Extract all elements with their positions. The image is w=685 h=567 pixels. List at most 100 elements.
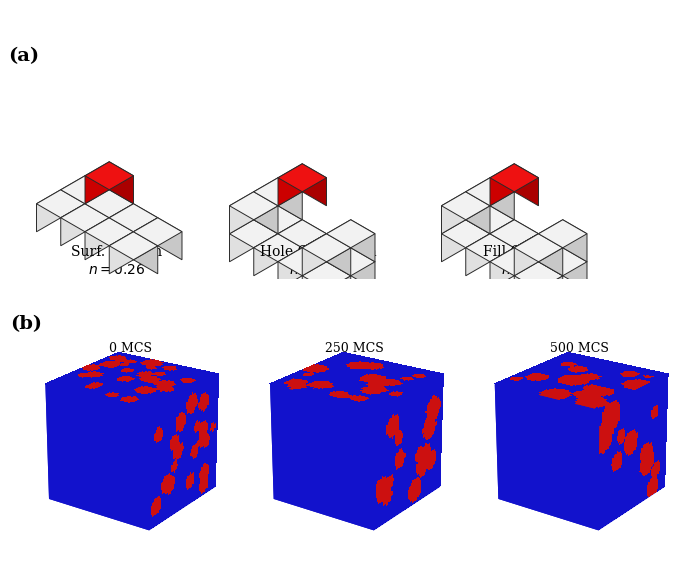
Polygon shape — [36, 190, 85, 218]
Polygon shape — [302, 234, 327, 276]
Polygon shape — [253, 178, 302, 206]
Polygon shape — [302, 164, 327, 206]
Polygon shape — [278, 206, 302, 248]
Polygon shape — [253, 206, 278, 248]
Polygon shape — [327, 248, 375, 276]
Title: 500 MCS: 500 MCS — [550, 342, 609, 355]
Polygon shape — [490, 248, 514, 290]
Polygon shape — [134, 218, 158, 260]
Polygon shape — [134, 204, 158, 246]
Polygon shape — [466, 178, 514, 206]
Polygon shape — [302, 220, 327, 262]
Polygon shape — [442, 192, 490, 220]
Polygon shape — [61, 204, 109, 232]
Polygon shape — [302, 248, 327, 290]
Polygon shape — [538, 262, 563, 304]
Polygon shape — [466, 206, 514, 234]
Polygon shape — [466, 234, 490, 276]
Title: 0 MCS: 0 MCS — [109, 342, 151, 355]
Polygon shape — [514, 234, 563, 262]
Polygon shape — [466, 234, 514, 262]
Text: $n = 0.26$: $n = 0.26$ — [290, 263, 347, 277]
Polygon shape — [490, 164, 514, 206]
Polygon shape — [490, 164, 538, 192]
Text: Fill Channels: Fill Channels — [484, 245, 577, 259]
Text: Surf. Growth: Surf. Growth — [71, 245, 162, 259]
Polygon shape — [490, 234, 514, 276]
Polygon shape — [302, 234, 351, 262]
Polygon shape — [514, 234, 538, 276]
Polygon shape — [109, 204, 158, 232]
Polygon shape — [109, 232, 158, 260]
Polygon shape — [302, 234, 327, 276]
Polygon shape — [327, 262, 351, 304]
Polygon shape — [278, 220, 327, 248]
Polygon shape — [109, 218, 134, 260]
Polygon shape — [61, 190, 85, 232]
Polygon shape — [351, 248, 375, 290]
Polygon shape — [327, 234, 351, 276]
Polygon shape — [253, 234, 278, 276]
Polygon shape — [442, 192, 466, 234]
Polygon shape — [85, 190, 109, 232]
Polygon shape — [85, 176, 109, 218]
Polygon shape — [490, 178, 514, 220]
Text: (b): (b) — [10, 315, 42, 333]
Polygon shape — [85, 190, 134, 218]
Polygon shape — [85, 218, 109, 260]
Polygon shape — [36, 190, 61, 232]
Polygon shape — [229, 220, 253, 262]
Polygon shape — [514, 234, 563, 262]
Polygon shape — [278, 248, 327, 276]
Polygon shape — [538, 220, 587, 248]
Polygon shape — [466, 220, 490, 262]
Polygon shape — [466, 206, 490, 248]
Polygon shape — [134, 232, 158, 274]
Title: 250 MCS: 250 MCS — [325, 342, 384, 355]
Text: (a): (a) — [8, 46, 39, 65]
Polygon shape — [109, 162, 134, 204]
Polygon shape — [278, 164, 327, 192]
Polygon shape — [278, 178, 302, 220]
Polygon shape — [109, 232, 134, 274]
Polygon shape — [253, 234, 302, 262]
Polygon shape — [538, 234, 563, 276]
Polygon shape — [302, 234, 351, 262]
Polygon shape — [563, 220, 587, 262]
Polygon shape — [61, 176, 109, 204]
Polygon shape — [327, 234, 351, 276]
Polygon shape — [229, 220, 278, 248]
Polygon shape — [302, 262, 327, 304]
Polygon shape — [109, 190, 134, 232]
Polygon shape — [109, 204, 134, 246]
Polygon shape — [85, 204, 109, 246]
Polygon shape — [538, 248, 563, 290]
Polygon shape — [466, 178, 490, 220]
Polygon shape — [538, 234, 563, 276]
Polygon shape — [538, 220, 563, 262]
Polygon shape — [538, 248, 587, 276]
Polygon shape — [563, 248, 587, 290]
Polygon shape — [490, 220, 538, 248]
Polygon shape — [490, 206, 514, 248]
Polygon shape — [442, 220, 490, 248]
Text: $n = 0.60$: $n = 0.60$ — [501, 263, 559, 277]
Polygon shape — [85, 162, 109, 204]
Polygon shape — [514, 220, 538, 262]
Polygon shape — [514, 234, 538, 276]
Polygon shape — [351, 220, 375, 262]
Polygon shape — [61, 176, 85, 218]
Polygon shape — [490, 248, 538, 276]
Polygon shape — [514, 248, 538, 290]
Polygon shape — [85, 218, 134, 246]
Polygon shape — [253, 192, 278, 234]
Polygon shape — [229, 192, 253, 234]
Polygon shape — [302, 262, 351, 290]
Polygon shape — [278, 220, 302, 262]
Text: Hole Generation: Hole Generation — [260, 245, 376, 259]
Polygon shape — [514, 262, 538, 304]
Polygon shape — [253, 220, 278, 262]
Polygon shape — [327, 220, 351, 262]
Polygon shape — [253, 178, 278, 220]
Polygon shape — [466, 192, 490, 234]
